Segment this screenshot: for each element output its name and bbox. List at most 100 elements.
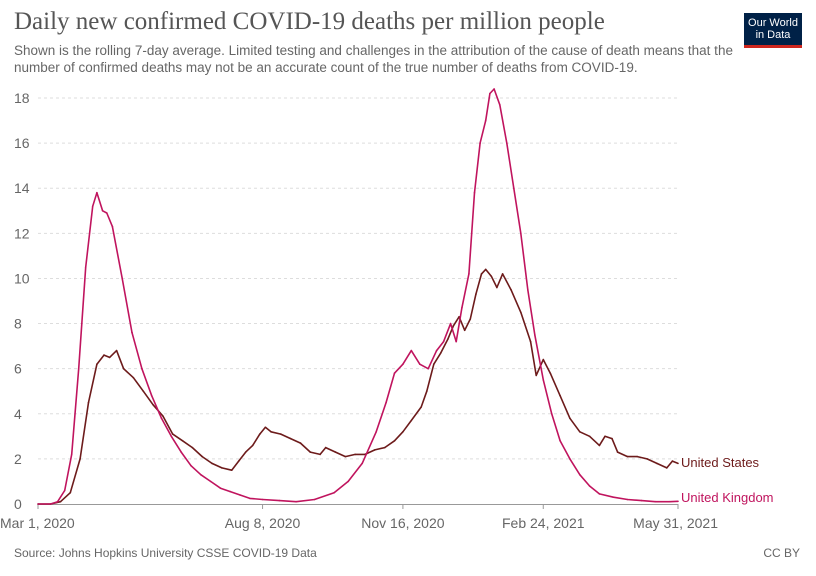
data-point-united-kingdom-17 bbox=[170, 435, 173, 438]
data-point-united-states-12 bbox=[142, 390, 145, 393]
data-point-united-kingdom-43 bbox=[455, 340, 458, 343]
y-tick-label-8: 8 bbox=[14, 316, 22, 332]
x-tick-label-1: Aug 8, 2020 bbox=[225, 515, 301, 531]
data-point-united-kingdom-10 bbox=[106, 212, 108, 214]
data-point-united-kingdom-6 bbox=[84, 266, 87, 269]
data-point-united-states-18 bbox=[201, 455, 203, 458]
license-link[interactable]: CC BY bbox=[763, 546, 800, 560]
data-point-united-states-56 bbox=[496, 286, 498, 289]
series-lines bbox=[37, 88, 679, 505]
data-point-united-kingdom-62 bbox=[588, 485, 591, 487]
data-point-united-states-13 bbox=[152, 404, 154, 406]
data-point-united-kingdom-51 bbox=[499, 104, 501, 106]
data-point-united-states-21 bbox=[230, 469, 233, 472]
data-point-united-kingdom-49 bbox=[489, 92, 491, 95]
y-tick-label-6: 6 bbox=[14, 361, 22, 377]
data-point-united-kingdom-39 bbox=[427, 367, 430, 370]
data-point-united-kingdom-16 bbox=[160, 417, 163, 420]
data-point-united-states-39 bbox=[383, 446, 386, 449]
chart-subtitle: Shown is the rolling 7-day average. Limi… bbox=[14, 43, 733, 75]
data-point-united-kingdom-55 bbox=[527, 288, 529, 291]
data-point-united-states-30 bbox=[299, 442, 302, 444]
data-point-united-states-40 bbox=[393, 440, 396, 442]
chart-title: Daily new confirmed COVID-19 deaths per … bbox=[14, 8, 605, 35]
data-point-united-kingdom-14 bbox=[141, 367, 143, 370]
data-point-united-kingdom-4 bbox=[70, 453, 73, 456]
data-point-united-kingdom-31 bbox=[347, 480, 350, 483]
data-point-united-kingdom-0 bbox=[37, 503, 39, 505]
data-point-united-states-14 bbox=[162, 415, 164, 417]
data-point-united-states-66 bbox=[579, 431, 581, 433]
data-point-united-states-55 bbox=[490, 275, 493, 278]
data-point-united-states-31 bbox=[309, 451, 312, 453]
x-tick-label-3: Feb 24, 2021 bbox=[502, 515, 585, 531]
data-point-united-states-17 bbox=[191, 446, 194, 449]
data-point-united-kingdom-67 bbox=[654, 500, 657, 503]
data-point-united-states-15 bbox=[171, 433, 174, 435]
data-point-united-kingdom-59 bbox=[559, 440, 561, 442]
data-point-united-states-73 bbox=[636, 455, 639, 458]
data-point-united-kingdom-13 bbox=[131, 331, 133, 334]
data-point-united-states-32 bbox=[319, 453, 321, 456]
gridlines bbox=[38, 97, 678, 460]
data-point-united-kingdom-27 bbox=[278, 499, 281, 502]
owid-logo[interactable]: Our World in Data bbox=[744, 13, 802, 48]
data-point-united-states-23 bbox=[244, 451, 247, 453]
data-point-united-states-6 bbox=[96, 363, 98, 366]
series-label-united-states: United States bbox=[681, 455, 760, 470]
y-tick-label-18: 18 bbox=[14, 90, 30, 106]
data-point-united-kingdom-42 bbox=[449, 322, 452, 325]
data-point-united-states-50 bbox=[463, 329, 466, 332]
data-point-united-kingdom-30 bbox=[333, 491, 335, 494]
logo-accent-bar bbox=[744, 45, 802, 48]
data-point-united-kingdom-44 bbox=[461, 307, 463, 309]
data-point-united-states-45 bbox=[433, 363, 435, 366]
data-point-united-kingdom-61 bbox=[579, 473, 581, 476]
data-point-united-states-28 bbox=[280, 433, 282, 435]
data-point-united-kingdom-48 bbox=[484, 119, 487, 122]
data-point-united-states-65 bbox=[569, 417, 571, 420]
y-tick-label-4: 4 bbox=[14, 406, 22, 422]
data-point-united-states-2 bbox=[59, 500, 62, 503]
data-point-united-states-3 bbox=[69, 491, 72, 494]
data-point-united-states-26 bbox=[264, 426, 267, 429]
data-point-united-states-43 bbox=[420, 406, 423, 408]
data-point-united-states-51 bbox=[469, 318, 472, 320]
data-point-united-states-46 bbox=[440, 352, 442, 354]
y-tick-label-10: 10 bbox=[14, 270, 30, 286]
data-point-united-kingdom-50 bbox=[493, 88, 495, 90]
data-point-united-states-47 bbox=[447, 338, 449, 341]
data-point-united-states-69 bbox=[604, 435, 606, 438]
data-point-united-kingdom-34 bbox=[385, 401, 387, 404]
data-point-united-kingdom-45 bbox=[468, 273, 470, 275]
x-tick-label-0: Mar 1, 2020 bbox=[0, 515, 75, 531]
data-point-united-kingdom-19 bbox=[190, 464, 192, 467]
source-note: Source: Johns Hopkins University CSSE CO… bbox=[14, 546, 317, 560]
data-point-united-kingdom-23 bbox=[229, 490, 232, 493]
y-tick-label-12: 12 bbox=[14, 225, 30, 241]
data-point-united-kingdom-18 bbox=[180, 451, 182, 453]
data-point-united-kingdom-60 bbox=[569, 458, 571, 460]
data-point-united-states-29 bbox=[289, 437, 292, 440]
data-point-united-kingdom-37 bbox=[410, 349, 413, 352]
data-point-united-kingdom-52 bbox=[506, 142, 508, 144]
data-point-united-states-25 bbox=[259, 433, 261, 435]
data-point-united-kingdom-69 bbox=[677, 500, 679, 503]
data-point-united-states-5 bbox=[87, 401, 90, 404]
data-point-united-kingdom-33 bbox=[375, 431, 378, 433]
data-point-united-states-68 bbox=[598, 444, 601, 447]
data-point-united-states-8 bbox=[108, 356, 111, 359]
data-point-united-kingdom-11 bbox=[111, 225, 114, 228]
data-point-united-states-27 bbox=[270, 431, 272, 433]
data-point-united-kingdom-3 bbox=[63, 489, 66, 492]
data-point-united-states-34 bbox=[334, 451, 337, 453]
data-point-united-kingdom-36 bbox=[402, 363, 404, 366]
data-point-united-kingdom-20 bbox=[200, 473, 202, 476]
data-point-united-kingdom-15 bbox=[150, 394, 153, 397]
series-line-united-kingdom[interactable] bbox=[38, 88, 679, 505]
data-point-united-states-63 bbox=[549, 372, 552, 375]
data-point-united-kingdom-8 bbox=[96, 191, 98, 194]
series-label-united-kingdom: United Kingdom bbox=[681, 490, 774, 505]
data-point-united-kingdom-40 bbox=[435, 349, 438, 352]
data-point-united-states-75 bbox=[656, 462, 658, 465]
